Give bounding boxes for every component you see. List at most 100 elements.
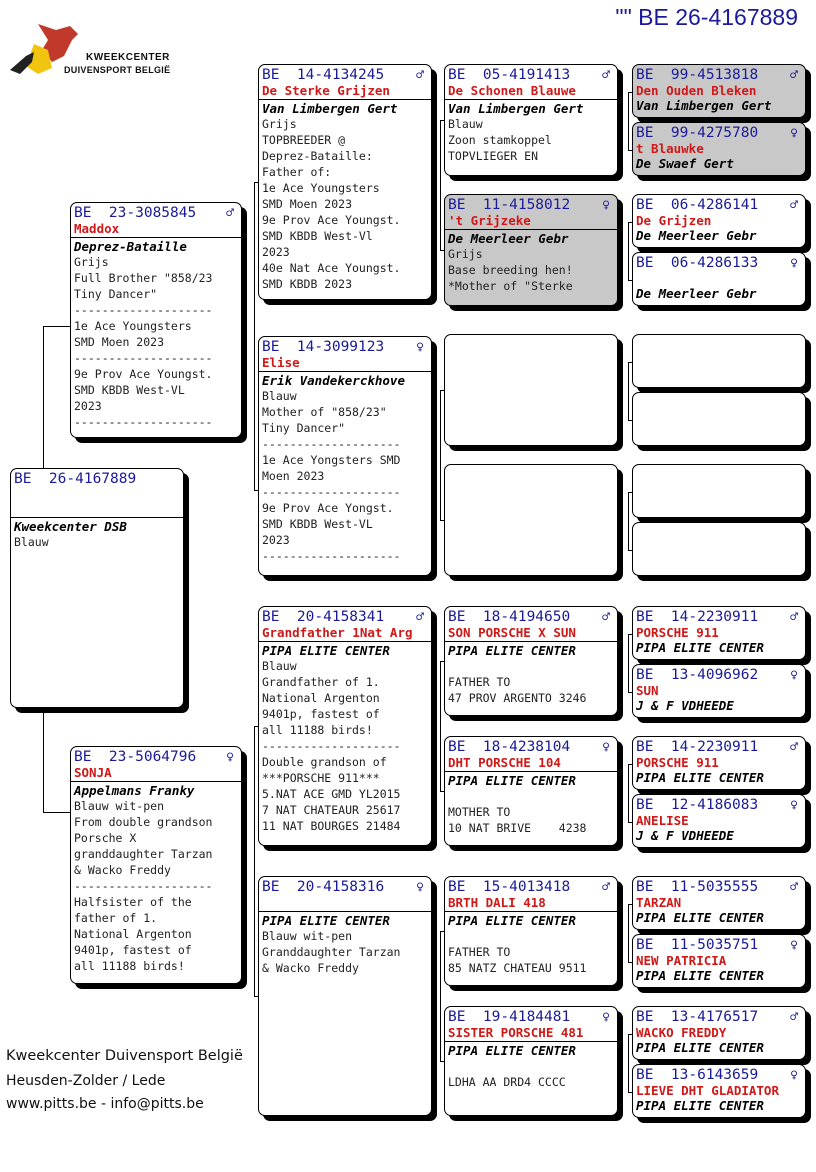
card-header: BE 26-4167889	[14, 471, 180, 488]
note-line: Blauw	[262, 389, 297, 403]
pigeon-card[interactable]: BE 14-3099123 ♀ Elise Erik Vandekerckhove Bl…	[258, 336, 432, 576]
connector-line	[628, 764, 629, 822]
female-icon: ♀	[416, 340, 424, 355]
pigeon-name: De Grijzen	[636, 213, 712, 228]
note-line: 1e Ace Yongsters SMD	[262, 453, 401, 467]
logo-text-line1: KWEEKCENTER	[86, 52, 170, 63]
connector-line	[628, 150, 632, 151]
pigeon-card[interactable]: BE 11-5035555 ♂ TARZAN PIPA ELITE CENTER	[632, 876, 806, 930]
connector-line	[43, 708, 44, 812]
note-line: Grijs	[448, 247, 483, 261]
card-header: BE 19-4184481 ♀	[448, 1009, 614, 1026]
pigeon-card[interactable]: BE 11-4158012 ♀ 't Grijzeke De Meerleer Geb…	[444, 194, 618, 306]
pigeon-name: Elise	[262, 355, 300, 370]
note-line: 9e Prov Ace Youngst.	[262, 213, 401, 227]
pigeon-card[interactable]: BE 20-4158316 ♀ PIPA ELITE CENTER Blauw wit…	[258, 876, 432, 1116]
female-icon: ♀	[602, 198, 610, 213]
note-line	[448, 788, 614, 804]
connector-line	[628, 1034, 632, 1035]
pigeon-card[interactable]: BE 15-4013418 ♂ BRTH DALI 418 PIPA ELITE CE…	[444, 876, 618, 986]
logo-text-line2: DUIVENSPORT BELGIË	[64, 65, 171, 75]
pigeon-name: ANELISE	[636, 813, 689, 828]
pigeon-name: Den Ouden Bleken	[636, 83, 757, 98]
connector-line	[440, 661, 444, 662]
card-header: BE 23-5064796 ♀	[74, 749, 238, 766]
female-icon: ♀	[790, 1068, 798, 1083]
pigeon-name: PORSCHE 911	[636, 755, 719, 770]
pigeon-card[interactable]: BE 13-4096962 ♀ SUN J & F VDHEEDE	[632, 664, 806, 718]
note-line	[448, 1058, 614, 1074]
pigeon-card[interactable]: BE 19-4184481 ♀ SISTER PORSCHE 481 PIPA ELI…	[444, 1006, 618, 1116]
pigeon-card[interactable]: BE 26-4167889 Kweekcenter DSB Blauw	[10, 468, 184, 708]
male-icon: ♂	[790, 1010, 798, 1025]
connector-line	[628, 362, 629, 420]
pedigree-title: "" BE 26-4167889	[615, 4, 798, 30]
pigeon-card[interactable]: BE 13-4176517 ♂ WACKO FREDDY PIPA ELITE CEN…	[632, 1006, 806, 1060]
pigeon-card[interactable]: BE 05-4191413 ♂ De Schonen Blauwe Van Limbe…	[444, 64, 618, 176]
ring-number: BE 13-6143659	[636, 1067, 759, 1083]
connector-line	[440, 390, 444, 391]
pigeon-card[interactable]: BE 13-6143659 ♀ LIEVE DHT GLADIATOR PIPA EL…	[632, 1064, 806, 1118]
pigeon-name: WACKO FREDDY	[636, 1025, 727, 1040]
ring-number: BE 14-2230911	[636, 739, 759, 755]
pigeon-card[interactable]: BE 14-4134245 ♂ De Sterke Grijzen Van Limbe…	[258, 64, 432, 300]
pigeon-card[interactable]: BE 99-4275780 ♀ t Blauwke De Swaef Gert	[632, 122, 806, 176]
note-line: Base breeding hen!	[448, 263, 573, 277]
note-line: 40e Nat Ace Youngst.	[262, 261, 401, 275]
pigeon-name: PORSCHE 911	[636, 625, 719, 640]
note-line: SMD Moen 2023	[74, 335, 165, 349]
ring-number: BE 18-4194650	[448, 609, 571, 625]
note-line: 7 NAT CHATEAUR 25617	[262, 803, 401, 817]
note-line: Grandfather of 1.	[262, 675, 380, 689]
note-line: --------------------	[262, 437, 401, 451]
connector-line	[440, 1061, 444, 1062]
connector-line	[628, 764, 632, 765]
pigeon-card[interactable]: BE 18-4194650 ♂ SON PORSCHE X SUN PIPA ELIT…	[444, 606, 618, 716]
note-line: Tiny Dancer"	[262, 421, 346, 435]
card-header: BE 20-4158316 ♀	[262, 879, 428, 896]
male-icon: ♂	[790, 740, 798, 755]
pigeon-card[interactable]: BE 99-4513818 ♂ Den Ouden Bleken Van Limber…	[632, 64, 806, 118]
pigeon-card[interactable]: BE 18-4238104 ♀ DHT PORSCHE 104 PIPA ELITE …	[444, 736, 618, 846]
ring-number: BE 11-5035751	[636, 937, 759, 953]
pigeon-name: Maddox	[74, 221, 120, 236]
pigeon-card[interactable]: BE 11-5035751 ♀ NEW PATRICIA PIPA ELITE CEN…	[632, 934, 806, 988]
pigeon-card[interactable]: BE 23-3085845 ♂ Maddox Deprez-Bataille Grijs…	[70, 202, 242, 438]
note-line	[448, 658, 614, 674]
note-line: SMD Moen 2023	[262, 197, 353, 211]
pigeon-card[interactable]: BE 06-4286133 ♀ De Meerleer Gebr	[632, 252, 806, 306]
ring-number: BE 23-5064796	[74, 749, 197, 765]
divider	[445, 641, 617, 642]
note-line: 9401p, fastest of	[74, 943, 192, 957]
connector-line	[43, 326, 70, 327]
note-line: Full Brother "858/23	[74, 271, 213, 285]
breeder-name: J & F VDHEEDE	[636, 828, 734, 843]
note-line: Father of:	[262, 165, 332, 179]
ring-number: BE 20-4158316	[262, 879, 385, 895]
pigeon-card[interactable]: BE 20-4158341 ♂ Grandfather 1Nat Arg PIPA E…	[258, 606, 432, 846]
note-line: FATHER TO	[448, 675, 511, 689]
card-header: BE 06-4286141 ♂	[636, 197, 802, 214]
male-icon: ♂	[602, 610, 610, 625]
ring-number: BE 13-4096962	[636, 667, 759, 683]
pigeon-name	[14, 488, 180, 502]
male-icon: ♂	[602, 68, 610, 83]
pigeon-card[interactable]: BE 12-4186083 ♀ ANELISE J & F VDHEEDE	[632, 794, 806, 848]
card-header: BE 99-4513818 ♂	[636, 67, 802, 84]
ring-number: BE 15-4013418	[448, 879, 571, 895]
breeder-name: PIPA ELITE CENTER	[448, 773, 576, 788]
note-line: MOTHER TO	[448, 805, 511, 819]
divider	[259, 911, 431, 912]
pigeon-card[interactable]: BE 23-5064796 ♀ SONJA Appelmans Franky Blauw…	[70, 746, 242, 984]
divider	[259, 99, 431, 100]
card-header: BE 14-2230911 ♂	[636, 609, 802, 626]
pigeon-card[interactable]: BE 14-2230911 ♂ PORSCHE 911 PIPA ELITE CENT…	[632, 606, 806, 660]
connector-line	[628, 420, 632, 421]
ring-number: BE 26-4167889	[14, 471, 137, 487]
ring-number: BE 11-4158012	[448, 197, 571, 213]
empty-pigeon-card	[632, 392, 806, 446]
connector-line	[440, 931, 444, 932]
pigeon-card[interactable]: BE 14-2230911 ♂ PORSCHE 911 PIPA ELITE CENT…	[632, 736, 806, 790]
connector-line	[628, 822, 632, 823]
pigeon-card[interactable]: BE 06-4286141 ♂ De Grijzen De Meerleer Gebr	[632, 194, 806, 248]
